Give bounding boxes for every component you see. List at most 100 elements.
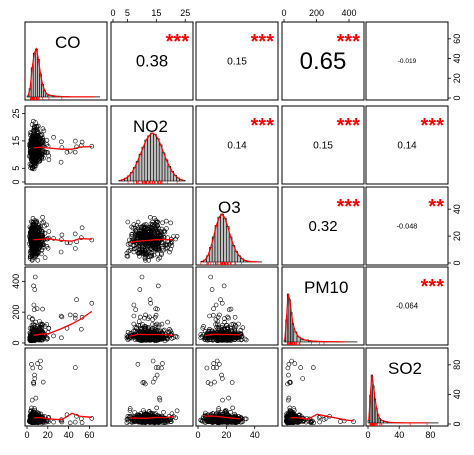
scatter-point bbox=[31, 321, 36, 327]
correlation-value: -0.048 bbox=[397, 221, 418, 230]
significance-stars: *** bbox=[337, 31, 361, 53]
scatter-point bbox=[37, 365, 43, 370]
scatter-point bbox=[232, 314, 238, 320]
scatter-point bbox=[232, 335, 238, 341]
scatter-point bbox=[32, 376, 38, 381]
scatter-point bbox=[40, 148, 45, 154]
significance-stars: *** bbox=[337, 196, 361, 218]
scatter-point bbox=[286, 361, 292, 367]
scatter-point bbox=[154, 328, 159, 334]
scatter-point bbox=[34, 126, 40, 132]
scatter-point bbox=[207, 313, 212, 319]
scatter-point bbox=[149, 326, 154, 332]
smooth-line-pm10-no2 bbox=[129, 333, 175, 337]
scatter-point bbox=[142, 256, 148, 261]
smooth-line-pm10-o3 bbox=[204, 333, 241, 337]
tick-label: 40 bbox=[394, 430, 404, 440]
scatter-point bbox=[140, 230, 145, 235]
scatter-point bbox=[79, 326, 84, 332]
scatter-point bbox=[125, 334, 131, 340]
scatter-point bbox=[79, 139, 85, 145]
smooth-line-no2-co bbox=[33, 145, 92, 150]
tick-label: 0 bbox=[452, 421, 462, 426]
scatter-point bbox=[67, 312, 73, 318]
scatter-point bbox=[153, 306, 158, 312]
scatter-point bbox=[29, 122, 35, 127]
scatter-point bbox=[127, 241, 133, 246]
scatter-point bbox=[40, 245, 46, 250]
scatter-point bbox=[155, 306, 160, 312]
scatter-point bbox=[168, 220, 173, 226]
scatter-point bbox=[142, 315, 147, 321]
scatter-point bbox=[226, 315, 231, 321]
scatter-point bbox=[150, 317, 155, 322]
scatter-point bbox=[42, 223, 47, 229]
scatter-point bbox=[138, 323, 143, 328]
scatter-point bbox=[242, 336, 248, 342]
scatter-point bbox=[154, 336, 160, 342]
scatter-point bbox=[143, 235, 149, 241]
scatter-point bbox=[29, 326, 35, 332]
scatter-point bbox=[34, 252, 39, 258]
variable-label-no2: NO2 bbox=[133, 117, 168, 136]
scatter-point bbox=[220, 397, 225, 403]
scatter-point bbox=[139, 250, 144, 255]
tick-label: 0 bbox=[195, 430, 200, 440]
scatter-point bbox=[156, 230, 161, 235]
scatter-point bbox=[40, 330, 45, 336]
scatter-point bbox=[161, 409, 166, 415]
variable-label-so2: SO2 bbox=[388, 359, 422, 378]
scatter-point bbox=[44, 142, 50, 147]
scatter-point bbox=[130, 225, 136, 231]
scatter-point bbox=[67, 420, 73, 426]
panel-o3-o3 bbox=[195, 186, 279, 266]
scatter-point bbox=[34, 141, 39, 147]
scatter-point bbox=[89, 237, 95, 243]
scatter-point bbox=[164, 336, 170, 341]
scatter-point bbox=[202, 328, 208, 334]
hist-bar-no2 bbox=[150, 132, 154, 182]
scatter-point bbox=[162, 327, 167, 333]
tick-label: 0 bbox=[452, 260, 462, 265]
scatter-point bbox=[40, 135, 46, 141]
scatter-point bbox=[59, 335, 64, 341]
scatter-point bbox=[51, 135, 56, 140]
scatter-point bbox=[40, 306, 45, 312]
scatter-point bbox=[138, 314, 143, 320]
scatter-point bbox=[231, 321, 236, 327]
scatter-point bbox=[29, 361, 34, 367]
scatter-point bbox=[29, 326, 35, 332]
hist-bar-no2 bbox=[141, 146, 146, 182]
tick-label: 0 bbox=[452, 95, 462, 100]
scatter-point bbox=[51, 236, 56, 241]
scatter-point bbox=[155, 247, 160, 252]
scatter-point bbox=[46, 325, 52, 331]
scatter-point bbox=[142, 241, 148, 247]
scatter-point bbox=[29, 158, 35, 164]
scatter-point bbox=[73, 365, 78, 370]
scatter-point bbox=[32, 372, 37, 378]
scatter-point bbox=[151, 252, 157, 258]
scatter-point bbox=[229, 322, 234, 327]
scatter-point bbox=[39, 322, 45, 327]
scatter-point bbox=[140, 322, 145, 327]
scatter-point bbox=[142, 244, 148, 249]
scatter-point bbox=[32, 274, 38, 280]
scatter-point bbox=[137, 287, 143, 292]
scatter-point bbox=[153, 312, 159, 318]
scatter-point bbox=[32, 246, 37, 252]
scatter-point bbox=[159, 321, 165, 327]
hist-bar-no2 bbox=[144, 139, 148, 182]
scatter-point bbox=[213, 302, 219, 308]
scatter-point bbox=[31, 283, 36, 289]
scatter-point bbox=[32, 287, 38, 292]
scatter-point bbox=[33, 395, 39, 401]
scatter-point bbox=[147, 254, 152, 260]
panel-pm10-o3 bbox=[195, 266, 279, 346]
scatter-point bbox=[285, 365, 291, 371]
scatter-point bbox=[46, 153, 52, 159]
scatter-point bbox=[159, 252, 164, 257]
scatter-point bbox=[140, 228, 145, 234]
scatter-point bbox=[137, 334, 143, 340]
scatter-point bbox=[156, 245, 162, 251]
